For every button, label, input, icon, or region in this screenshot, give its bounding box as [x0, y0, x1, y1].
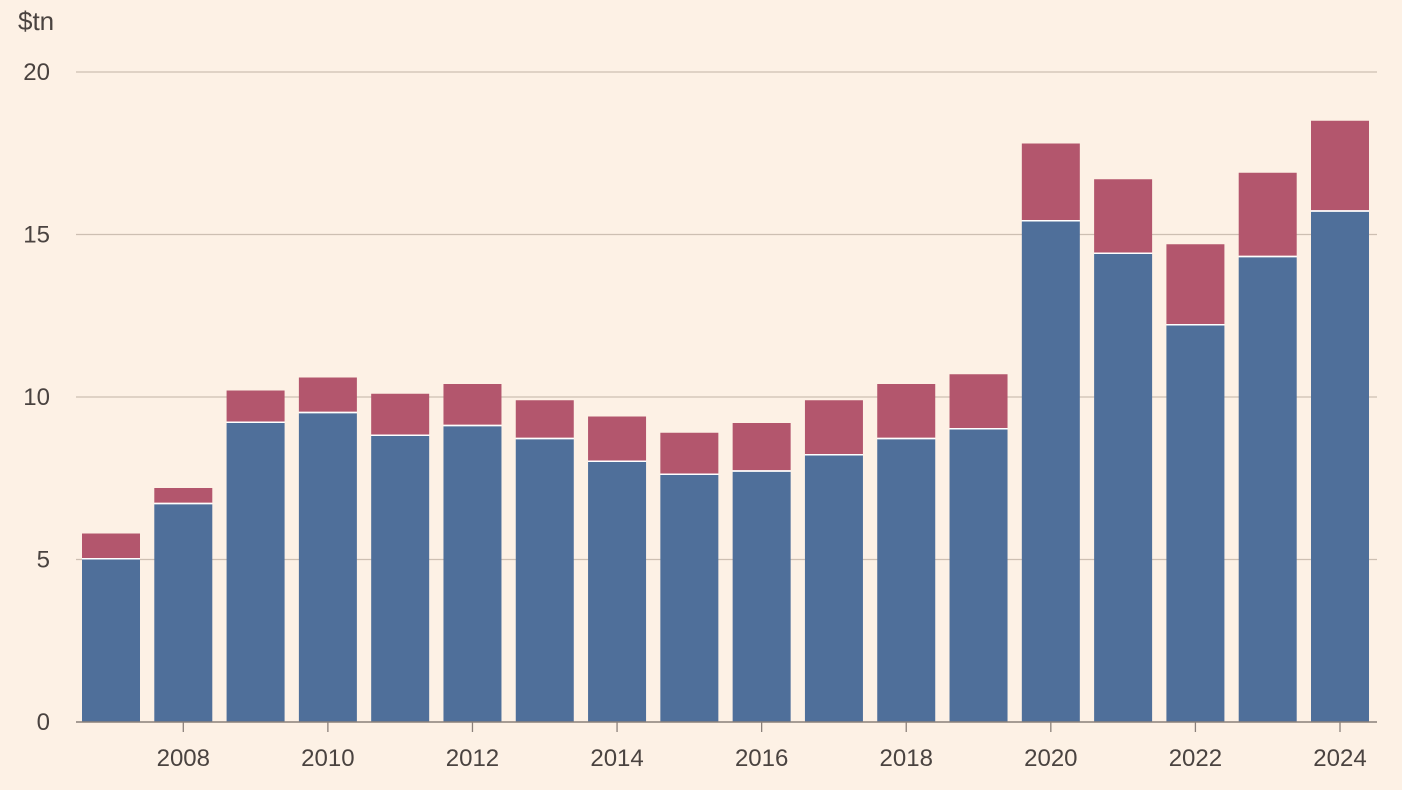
bar-separator-2015 [660, 473, 719, 475]
bar-2022-series-1 [1166, 325, 1225, 722]
y-tick-label-5: 5 [37, 547, 50, 574]
bar-2019-series-2 [949, 374, 1008, 428]
bar-2024-series-1 [1311, 211, 1369, 722]
bar-separator-2023 [1238, 255, 1297, 258]
bar-2017-series-2 [804, 400, 863, 454]
y-tick-label-10: 10 [23, 384, 50, 411]
gridlines [76, 71, 1377, 561]
bars [82, 120, 1369, 722]
bar-separator-2012 [443, 424, 502, 427]
x-tick-label-2020: 2020 [1024, 745, 1077, 772]
bar-2009-series-2 [226, 390, 285, 422]
bar-2014-series-2 [588, 416, 647, 461]
bar-separator-2016 [732, 470, 791, 472]
bar-2007-series-1 [82, 559, 140, 722]
bar-separator-2011 [371, 434, 430, 436]
bar-separator-2017 [804, 454, 863, 456]
bar-2015-series-2 [660, 432, 719, 474]
bar-separator-2024 [1311, 210, 1369, 212]
bar-separator-2018 [877, 437, 936, 440]
bar-separator-2009 [226, 421, 285, 423]
bar-separator-2008 [154, 502, 213, 505]
bar-separator-2022 [1166, 324, 1225, 326]
bar-2019-series-1 [949, 429, 1008, 722]
bar-2013-series-1 [515, 439, 574, 722]
bar-2016-series-2 [732, 423, 791, 471]
x-tick-label-2018: 2018 [880, 745, 933, 772]
bar-2007-series-2 [82, 533, 140, 558]
bar-2020-series-2 [1021, 143, 1080, 220]
bar-2021-series-2 [1094, 179, 1153, 253]
bar-separator-2013 [515, 437, 574, 440]
bar-separator-2014 [588, 460, 647, 462]
bar-separator-2007 [82, 558, 140, 560]
bar-2008-series-1 [154, 504, 213, 722]
bar-2009-series-1 [226, 423, 285, 722]
bar-2011-series-1 [371, 436, 430, 722]
bar-2018-series-2 [877, 384, 936, 438]
x-tick-label-2024: 2024 [1313, 745, 1366, 772]
bar-2024-series-2 [1311, 120, 1369, 211]
bar-separator-2021 [1094, 252, 1153, 254]
bar-2013-series-2 [515, 400, 574, 438]
y-axis-unit-label: $tn [18, 6, 55, 36]
bar-separator-2020 [1021, 220, 1080, 222]
bar-2014-series-1 [588, 462, 647, 722]
bar-2008-series-2 [154, 488, 213, 503]
x-tick-label-2012: 2012 [446, 745, 499, 772]
bar-2016-series-1 [732, 471, 791, 722]
y-tick-label-20: 20 [23, 59, 50, 86]
axes: 0 5 10 15 20 2008 2010 2012 2014 2016 2018 2020 2022… [23, 59, 1377, 772]
bar-2012-series-2 [443, 384, 502, 425]
x-tick-label-2008: 2008 [157, 745, 210, 772]
bar-2010-series-2 [298, 377, 357, 412]
bar-2023-series-2 [1238, 172, 1297, 256]
x-tick-label-2010: 2010 [301, 745, 354, 772]
bar-2020-series-1 [1021, 221, 1080, 722]
bar-2010-series-1 [298, 413, 357, 722]
x-tick-label-2014: 2014 [590, 745, 643, 772]
x-tick-label-2022: 2022 [1169, 745, 1222, 772]
x-tick-label-2016: 2016 [735, 745, 788, 772]
y-tick-label-15: 15 [23, 222, 50, 249]
bar-2015-series-1 [660, 475, 719, 722]
bar-2022-series-2 [1166, 244, 1225, 324]
bar-separator-2010 [298, 411, 357, 414]
bar-2021-series-1 [1094, 254, 1153, 722]
bar-2011-series-2 [371, 393, 430, 435]
bar-2017-series-1 [804, 455, 863, 722]
bar-separator-2019 [949, 428, 1008, 430]
bar-2023-series-1 [1238, 257, 1297, 722]
bar-2012-series-1 [443, 426, 502, 722]
bar-2018-series-1 [877, 439, 936, 722]
y-tick-label-0: 0 [37, 709, 50, 736]
